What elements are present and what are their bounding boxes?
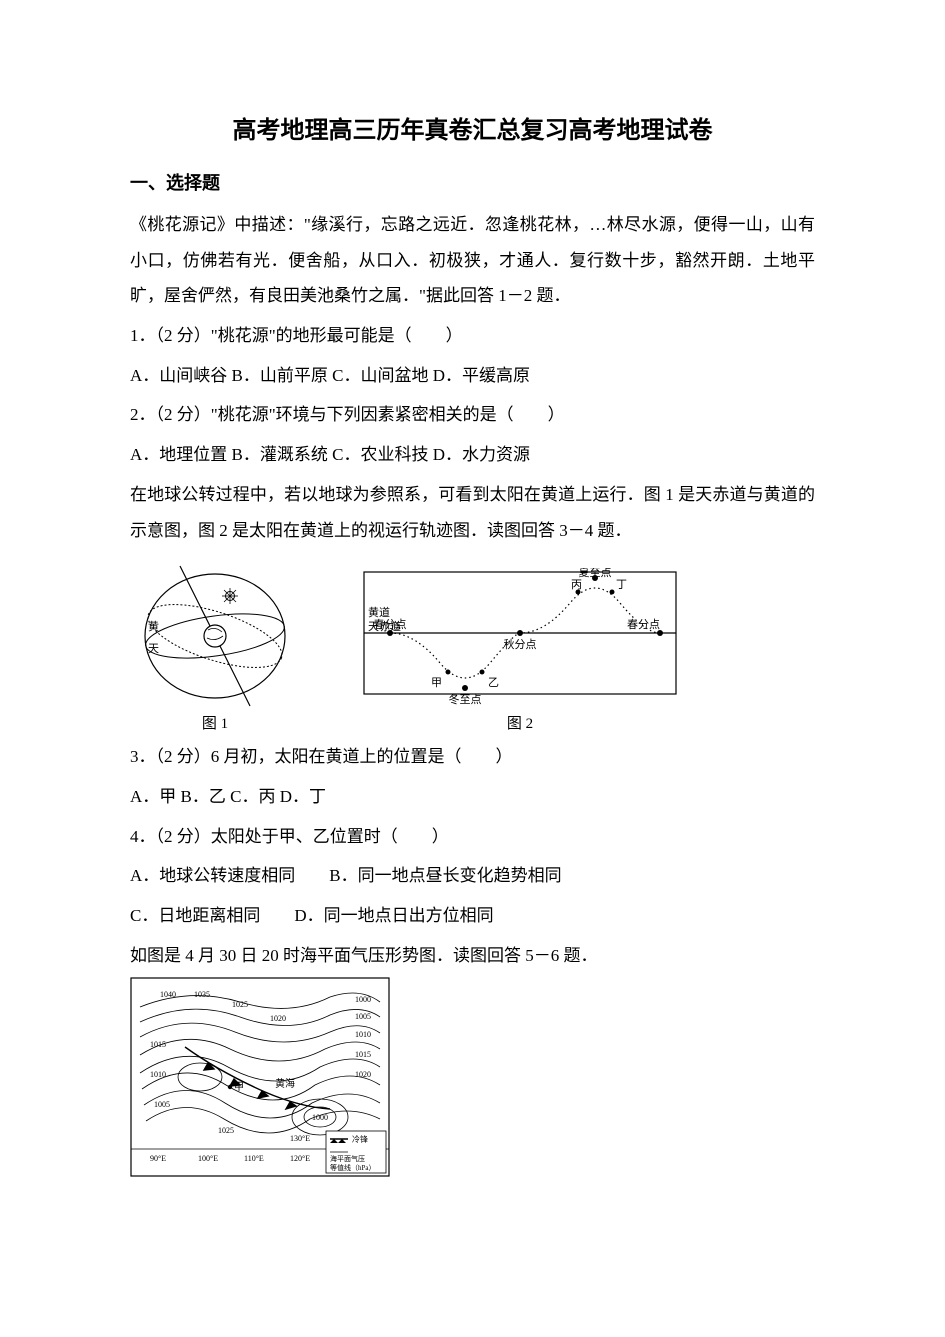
question-4: 4．（2 分）太阳处于甲、乙位置时（ ） [130, 819, 815, 855]
exam-page: 高考地理高三历年真卷汇总复习高考地理试卷 一、选择题 《桃花源记》中描述："缘溪… [0, 0, 945, 1337]
figure-1: 天 黄 图 1 [130, 558, 300, 733]
fig3-isobar-4: 1015 [150, 1040, 166, 1049]
fig2-label-bing: 丙 [571, 579, 582, 591]
passage-2: 在地球公转过程中，若以地球为参照系，可看到太阳在黄道上运行．图 1 是天赤道与黄… [130, 477, 815, 548]
fig3-isobar-2: 1025 [232, 1000, 248, 1009]
fig3-isobar-8: 1000 [355, 995, 371, 1004]
fig3-isobar-6: 1005 [154, 1100, 170, 1109]
passage-3: 如图是 4 月 30 日 20 时海平面气压形势图．读图回答 5－6 题． [130, 938, 815, 974]
fig3-legend-3: 等值线（hPa） [330, 1163, 376, 1172]
figure-2: 黄道 天赤道 春分点 冬至点 甲 乙 秋分点 丙 丁 夏至点 春分点 图 2 [360, 568, 680, 733]
question-2-options: A．地理位置 B．灌溉系统 C．农业科技 D．水力资源 [130, 437, 815, 473]
fig2-label-jia: 甲 [431, 677, 442, 689]
fig3-label-huanghai: 黄海 [275, 1077, 295, 1090]
question-2: 2．（2 分）"桃花源"环境与下列因素紧密相关的是（ ） [130, 397, 815, 433]
fig3-isobar-12: 1020 [355, 1070, 371, 1079]
fig3-isobar-11: 1015 [355, 1050, 371, 1059]
fig3-legend-2: 海平面气压 [330, 1154, 365, 1163]
fig3-lon-2: 110°E [244, 1154, 264, 1163]
fig2-label-chunfen: 春分点 [374, 618, 407, 631]
section-1-heading: 一、选择题 [130, 169, 815, 195]
fig3-isobar-0: 1040 [160, 990, 176, 999]
fig3-isobar-3: 1020 [270, 1014, 286, 1023]
fig2-label-qiufen: 秋分点 [504, 637, 537, 651]
question-3-options: A．甲 B．乙 C．丙 D．丁 [130, 779, 815, 815]
fig3-lon-0: 90°E [150, 1154, 166, 1163]
fig3-lon-1: 100°E [198, 1154, 218, 1163]
fig3-legend-1: 冷锋 [352, 1134, 368, 1144]
fig3-isobar-5: 1010 [150, 1070, 166, 1079]
fig2-label-yi: 乙 [488, 676, 499, 689]
fig3-isobar-7: 1000 [312, 1113, 328, 1122]
figure-3: 甲 黄海 1040 1035 1025 1020 1015 1010 1005 … [130, 977, 815, 1177]
fig3-isobar-9: 1005 [355, 1012, 371, 1021]
question-4-options-ab: A．地球公转速度相同 B．同一地点昼长变化趋势相同 [130, 858, 815, 894]
question-3: 3．（2 分）6 月初，太阳在黄道上的位置是（ ） [130, 739, 815, 775]
ecliptic-curve-icon: 黄道 天赤道 春分点 冬至点 甲 乙 秋分点 丙 丁 夏至点 春分点 [360, 568, 680, 708]
fig2-label-ding: 丁 [616, 579, 627, 591]
fig1-label-tian: 天 [148, 643, 159, 655]
fig1-label-huang: 黄 [148, 619, 159, 633]
question-1: 1．（2 分）"桃花源"的地形最可能是（ ） [130, 318, 815, 354]
fig3-lon-4: 130°E [290, 1134, 310, 1143]
fig3-isobar-1: 1035 [194, 990, 210, 999]
page-title: 高考地理高三历年真卷汇总复习高考地理试卷 [130, 110, 815, 145]
celestial-sphere-icon: 天 黄 [130, 558, 300, 708]
figure-2-caption: 图 2 [507, 712, 533, 733]
fig2-label-huangdao: 黄道 [368, 605, 390, 619]
fig2-label-xiazhi: 夏至点 [579, 568, 612, 579]
fig2-label-chunfen2: 春分点 [627, 618, 660, 631]
figure-1-caption: 图 1 [202, 712, 228, 733]
fig3-isobar-10: 1010 [355, 1030, 371, 1039]
fig3-isobar-13: 1025 [218, 1126, 234, 1135]
figure-row-1: 天 黄 图 1 [130, 558, 815, 733]
question-4-options-cd: C．日地距离相同 D．同一地点日出方位相同 [130, 898, 815, 934]
passage-1: 《桃花源记》中描述："缘溪行，忘路之远近．忽逢桃花林，…林尽水源，便得一山，山有… [130, 207, 815, 314]
fig2-label-dongzhi: 冬至点 [449, 692, 482, 706]
question-1-options: A．山间峡谷 B．山前平原 C．山间盆地 D．平缓高原 [130, 358, 815, 394]
fig3-lon-3: 120°E [290, 1154, 310, 1163]
pressure-map-icon: 甲 黄海 1040 1035 1025 1020 1015 1010 1005 … [130, 977, 390, 1177]
